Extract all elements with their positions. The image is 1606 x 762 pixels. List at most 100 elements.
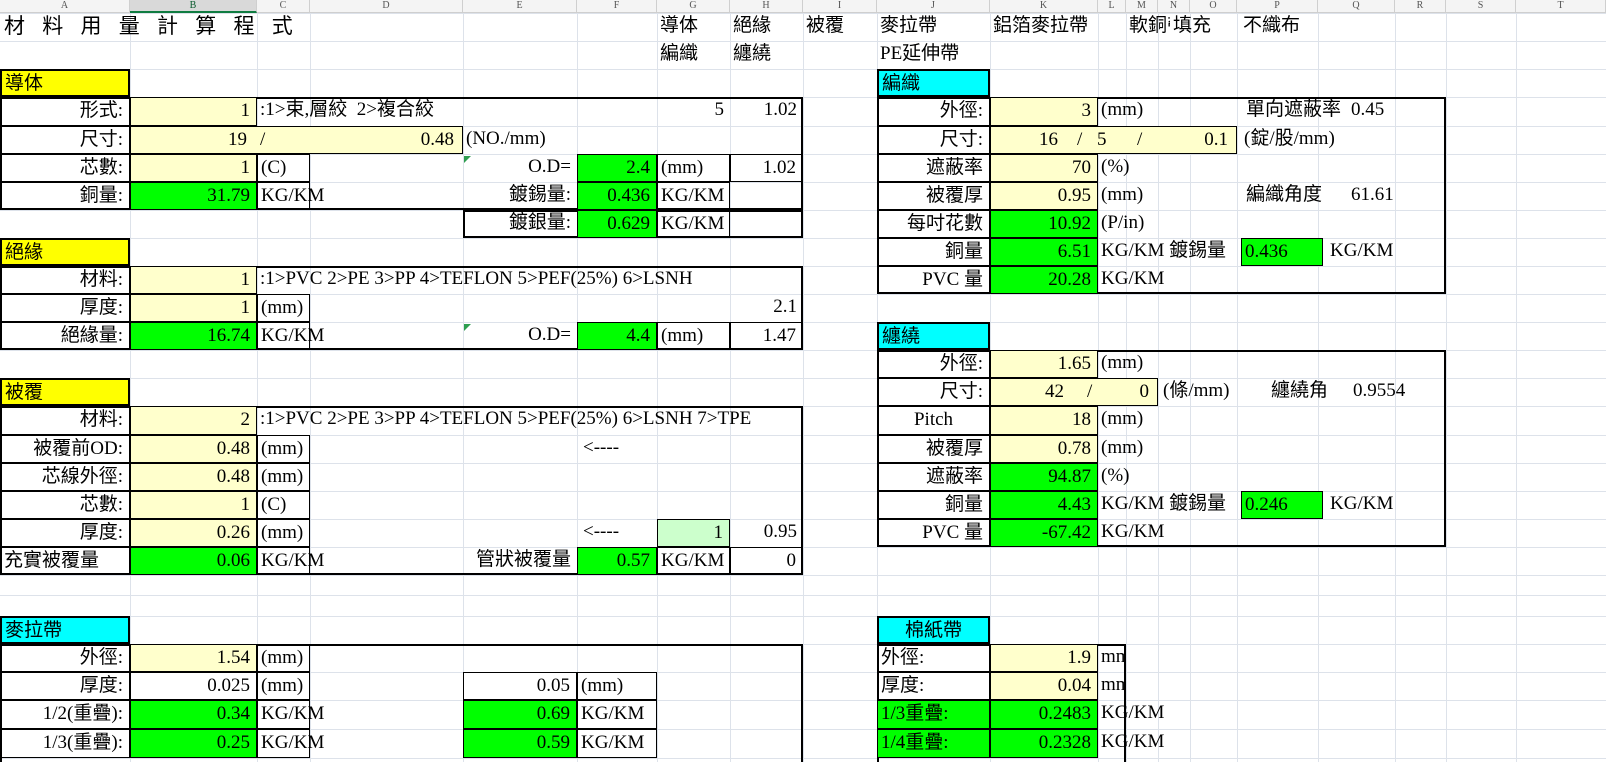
wrap-od-unit[interactable]: (mm): [1101, 352, 1144, 373]
column-header-K[interactable]: K: [990, 0, 1098, 13]
mylar-od-value[interactable]: 1.54: [130, 644, 257, 672]
jacket-thickness-label[interactable]: 厚度:: [0, 519, 130, 547]
wrap-tin-unit[interactable]: KG/KM: [1330, 493, 1394, 514]
conductor-cores-value[interactable]: 1: [130, 154, 257, 182]
column-header-B[interactable]: B: [130, 0, 257, 13]
jacket-cores-value[interactable]: 1: [130, 491, 257, 519]
column-header-M[interactable]: M: [1126, 0, 1158, 13]
jacket-pre-od-arrow[interactable]: <----: [583, 437, 620, 458]
wrap-pvc-unit[interactable]: KG/KM: [1101, 521, 1165, 542]
wrap-pvc-value[interactable]: -67.42: [990, 519, 1098, 547]
jacket-solid-unit[interactable]: KG/KM: [257, 547, 324, 575]
jacket-pre-od-label[interactable]: 被覆前OD:: [0, 435, 130, 463]
top-label-al-mylar[interactable]: 鋁箔麥拉帶: [993, 15, 1089, 36]
jacket-tubular-unit[interactable]: KG/KM: [657, 547, 730, 575]
insulation-od-label[interactable]: O.D=: [528, 324, 571, 345]
column-header-F[interactable]: F: [577, 0, 657, 13]
cotton-third-unit[interactable]: KG/KM: [1101, 702, 1165, 723]
jacket-core-od-unit[interactable]: (mm): [257, 463, 310, 491]
mylar-thickness-value[interactable]: 0.025: [130, 672, 257, 700]
braid-od-label[interactable]: 外徑:: [877, 97, 990, 126]
insulation-amount-unit[interactable]: KG/KM: [257, 322, 324, 350]
insulation-section-header[interactable]: 絕緣: [0, 238, 130, 266]
conductor-form-value[interactable]: 1: [130, 97, 257, 126]
braid-od-value[interactable]: 3: [990, 97, 1098, 126]
conductor-od-label[interactable]: O.D=: [528, 156, 571, 177]
column-header-N[interactable]: N: [1158, 0, 1190, 13]
jacket-material-label[interactable]: 材料:: [0, 406, 130, 435]
braid-picks-label[interactable]: 每吋花數: [877, 210, 990, 238]
top-label-filler[interactable]: 填充: [1173, 15, 1212, 36]
conductor-copper-unit[interactable]: KG/KM: [257, 182, 324, 210]
mylar-od-label[interactable]: 外徑:: [0, 644, 130, 672]
jacket-tubular-extra[interactable]: 0: [730, 547, 803, 575]
braid-pvc-unit[interactable]: KG/KM: [1101, 268, 1165, 289]
jacket-core-od-label[interactable]: 芯線外徑:: [0, 463, 130, 491]
braid-tin-unit[interactable]: KG/KM: [1330, 240, 1394, 261]
conductor-section-header[interactable]: 導体: [0, 69, 130, 97]
braid-picks-unit[interactable]: (P/in): [1101, 212, 1145, 233]
column-header-G[interactable]: G: [657, 0, 730, 13]
conductor-od-value[interactable]: 2.4: [577, 154, 657, 182]
top-label-nonwoven[interactable]: 不織布: [1243, 15, 1301, 36]
cotton-od-label[interactable]: 外徑:: [877, 644, 990, 672]
braid-section-header[interactable]: 編織: [877, 69, 990, 97]
wrap-copper-label[interactable]: 銅量: [877, 491, 990, 519]
braid-od-unit[interactable]: (mm): [1101, 99, 1144, 120]
mylar-section-header[interactable]: 麥拉帶: [0, 616, 130, 644]
insulation-thickness-extra[interactable]: 2.1: [773, 296, 797, 317]
wrap-angle-value[interactable]: 0.9554: [1353, 380, 1406, 401]
jacket-pre-od-unit[interactable]: (mm): [257, 435, 310, 463]
conductor-form-n2[interactable]: 1.02: [763, 99, 797, 120]
wrap-jacket-thk-unit[interactable]: (mm): [1101, 437, 1144, 458]
wrap-tin-label[interactable]: 鍍錫量: [1169, 493, 1227, 514]
cotton-quarter-label[interactable]: 1/4重疊:: [877, 729, 990, 758]
conductor-size-cell[interactable]: 19 / 0.48: [130, 126, 463, 154]
column-header-D[interactable]: D: [310, 0, 463, 13]
wrap-jacket-thk-label[interactable]: 被覆厚: [877, 435, 990, 463]
top-label-pe-tape[interactable]: PE延伸帶: [880, 43, 960, 64]
jacket-thickness-factor[interactable]: 1: [657, 519, 730, 547]
wrap-size-label[interactable]: 尺寸:: [877, 378, 990, 406]
top-label-conductor[interactable]: 導体: [660, 15, 699, 36]
braid-angle-value[interactable]: 61.61: [1351, 184, 1394, 205]
braid-jacket-thk-value[interactable]: 0.95: [990, 182, 1098, 210]
conductor-tin-value[interactable]: 0.436: [577, 182, 657, 210]
conductor-tin-label[interactable]: 鍍錫量:: [508, 184, 571, 205]
top-label-insulation[interactable]: 絕緣: [733, 15, 772, 36]
braid-tin-value[interactable]: 0.436: [1241, 238, 1323, 266]
mylar-third-overlap-unit2[interactable]: KG/KM: [577, 729, 657, 758]
conductor-cores-unit[interactable]: (C): [257, 154, 310, 182]
mylar-third-overlap-unit[interactable]: KG/KM: [257, 729, 324, 758]
braid-copper-label[interactable]: 銅量: [877, 238, 990, 266]
mylar-thickness-value2[interactable]: 0.05: [463, 672, 577, 700]
wrap-size-cell[interactable]: 42 / 0: [990, 378, 1158, 406]
conductor-copper-value[interactable]: 31.79: [130, 182, 257, 210]
wrap-copper-unit[interactable]: KG/KM: [1101, 493, 1165, 514]
mylar-half-overlap-unit2[interactable]: KG/KM: [577, 700, 657, 729]
column-header-E[interactable]: E: [463, 0, 577, 13]
top-label-braid[interactable]: 編織: [660, 43, 699, 64]
mylar-half-overlap-label[interactable]: 1/2(重疊):: [0, 700, 130, 729]
insulation-amount-value[interactable]: 16.74: [130, 322, 257, 350]
wrap-coverage-unit[interactable]: (%): [1101, 465, 1130, 486]
column-header-R[interactable]: R: [1395, 0, 1446, 13]
conductor-silver-unit[interactable]: KG/KM: [657, 210, 730, 238]
braid-tin-label[interactable]: 鍍錫量: [1169, 240, 1227, 261]
braid-pvc-label[interactable]: PVC 量: [877, 266, 990, 294]
wrap-pitch-label[interactable]: Pitch: [877, 406, 990, 435]
wrap-coverage-label[interactable]: 遮蔽率: [877, 463, 990, 491]
braid-copper-value[interactable]: 6.51: [990, 238, 1098, 266]
conductor-form-label[interactable]: 形式:: [0, 97, 130, 126]
braid-angle-label[interactable]: 編織角度: [1246, 184, 1323, 205]
conductor-cores-label[interactable]: 芯數:: [0, 154, 130, 182]
cotton-quarter-value[interactable]: 0.2328: [990, 729, 1098, 758]
jacket-cores-unit[interactable]: (C): [257, 491, 310, 519]
mylar-thickness-unit2[interactable]: (mm): [577, 672, 657, 700]
braid-jacket-thk-unit[interactable]: (mm): [1101, 184, 1144, 205]
cotton-od-unit[interactable]: mm: [1101, 646, 1124, 667]
mylar-half-overlap-value2[interactable]: 0.69: [463, 700, 577, 729]
cotton-od-value[interactable]: 1.9: [990, 644, 1098, 672]
conductor-size-label[interactable]: 尺寸:: [0, 126, 130, 154]
insulation-material-label[interactable]: 材料:: [0, 266, 130, 294]
